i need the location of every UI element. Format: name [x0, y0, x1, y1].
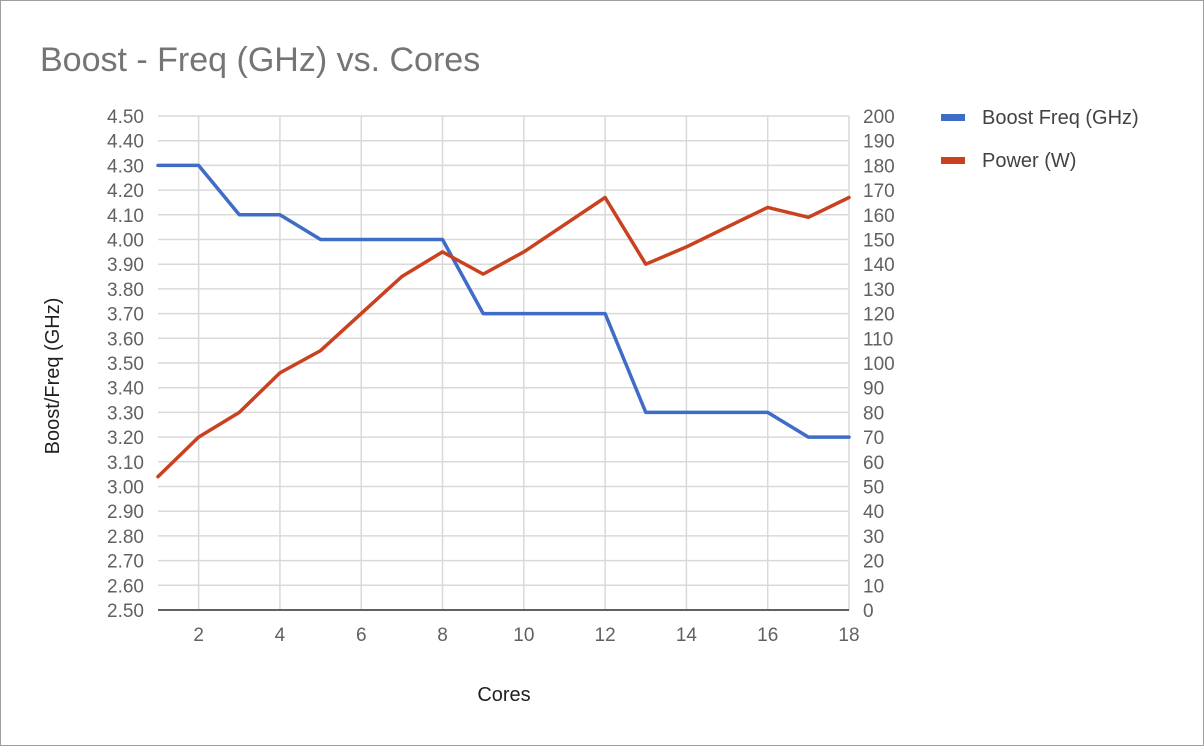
x-tick-label: 10 [513, 625, 534, 646]
y-axis-title: Boost/Freq (GHz) [42, 298, 64, 455]
y-right-tick-label: 150 [863, 231, 895, 252]
y-right-tick-label: 60 [863, 453, 884, 474]
y-right-tick-label: 10 [863, 576, 884, 597]
y-right-tick-label: 80 [863, 403, 884, 424]
y-left-tick-label: 3.50 [107, 354, 144, 375]
series-line-boost-freq [156, 163, 851, 439]
y-right-tick-label: 160 [863, 206, 895, 227]
x-tick-label: 8 [437, 625, 448, 646]
y-left-tick-label: 3.10 [107, 453, 144, 474]
y-right-tick-label: 130 [863, 280, 895, 301]
y-right-tick-label: 30 [863, 527, 884, 548]
y-left-tick-label: 2.50 [107, 601, 144, 622]
y-left-tick-label: 3.70 [107, 305, 144, 326]
x-tick-label: 16 [757, 625, 778, 646]
series-line-power [156, 195, 851, 479]
y-right-tick-label: 200 [863, 107, 895, 128]
y-left-tick-label: 3.30 [107, 403, 144, 424]
y-left-tick-label: 2.70 [107, 552, 144, 573]
chart-title: Boost - Freq (GHz) vs. Cores [40, 41, 480, 79]
legend-label: Boost Freq (GHz) [982, 107, 1139, 129]
grid-layer [158, 115, 850, 611]
legend-swatch [941, 114, 965, 121]
y-right-tick-label: 20 [863, 552, 884, 573]
series-layer [156, 163, 851, 479]
legend: Boost Freq (GHz) Power (W) [941, 107, 1139, 172]
y-right-tick-label: 110 [863, 329, 893, 350]
x-tick-label: 14 [676, 625, 698, 646]
y-left-tick-label: 4.10 [107, 206, 144, 227]
y-left-tick-label: 3.90 [107, 255, 144, 276]
y-left-tick-label: 3.60 [107, 329, 144, 350]
x-axis-title: Cores [477, 684, 530, 706]
y-left-tick-label: 4.40 [107, 132, 144, 153]
y-right-tick-label: 50 [863, 478, 884, 499]
y-left-tick-label: 3.20 [107, 428, 144, 449]
y-left-tick-label: 2.60 [107, 576, 144, 597]
legend-label: Power (W) [982, 150, 1076, 172]
y-right-tick-label: 70 [863, 428, 884, 449]
y-right-tick-label: 0 [863, 601, 874, 622]
x-tick-label: 2 [193, 625, 204, 646]
y-right-tick-label: 120 [863, 305, 895, 326]
y-left-tick-label: 3.00 [107, 478, 144, 499]
x-tick-label: 18 [838, 625, 859, 646]
x-tick-label: 6 [356, 625, 367, 646]
y-right-tick-label: 100 [863, 354, 895, 375]
y-left-tick-label: 4.20 [107, 181, 144, 202]
y-right-tick-label: 190 [863, 132, 895, 153]
axis-layer: 2.50 2.60 2.70 2.80 2.90 3.00 3.10 3.20 3.30 3.40… [107, 107, 895, 646]
y-right-tick-label: 90 [863, 379, 884, 400]
y-left-tick-label: 3.40 [107, 379, 144, 400]
y-left-tick-label: 4.00 [107, 231, 144, 252]
y-left-tick-label: 2.80 [107, 527, 144, 548]
y-right-tick-label: 40 [863, 502, 884, 523]
y-left-tick-label: 2.90 [107, 502, 144, 523]
legend-swatch [941, 157, 965, 164]
y-right-tick-label: 170 [863, 181, 895, 202]
y-right-tick-label: 140 [863, 255, 895, 276]
y-left-tick-label: 4.30 [107, 156, 144, 177]
y-left-tick-label: 4.50 [107, 107, 144, 128]
x-tick-label: 4 [275, 625, 286, 646]
y-left-tick-label: 3.80 [107, 280, 144, 301]
y-right-tick-label: 180 [863, 156, 895, 177]
x-tick-label: 12 [595, 625, 616, 646]
